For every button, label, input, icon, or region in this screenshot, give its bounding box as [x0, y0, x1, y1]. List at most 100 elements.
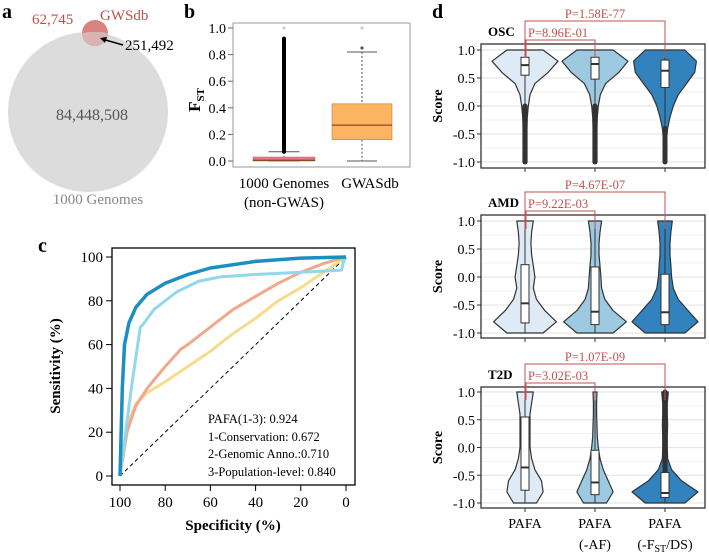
arrow-head: [100, 37, 107, 43]
bracket-short: [525, 39, 596, 58]
box: [590, 449, 600, 496]
bracket-long: [524, 191, 666, 229]
p-value-short: P=9.22E-03: [528, 197, 588, 211]
y-tick-label: 0.5: [458, 243, 476, 258]
x-tick-label: PAFA: [648, 517, 682, 532]
subplot-title: OSC: [488, 24, 515, 39]
box: [331, 103, 393, 141]
y-tick-label: 0.6: [209, 75, 227, 90]
legend-line-1: PAFA(1-3): 0.924: [208, 412, 298, 426]
venn-intersection: [82, 31, 108, 46]
venn-gwsdb-label: GWSdb: [100, 8, 148, 24]
p-value-short: P=8.96E-01: [528, 26, 588, 40]
roc-plot: Specificity (%) Sensitivity (%) PAFA(1-3…: [48, 247, 356, 534]
bracket-short: [525, 210, 596, 229]
y-tick-label: -0.5: [453, 128, 475, 143]
y-axis-label-main: F: [185, 102, 204, 112]
box: [660, 471, 670, 498]
y-tick-label: 0.2: [209, 128, 227, 143]
x-tick-label: 40: [248, 495, 263, 511]
box: [660, 273, 670, 326]
y-tick-label: 0.0: [458, 100, 476, 115]
y-tick-label: 0: [96, 469, 104, 485]
y-axis-label-sub: ST: [195, 87, 207, 101]
roc-curve-2: [118, 255, 347, 477]
x-tick-label: 0: [342, 495, 350, 511]
y-tick-label: 1.0: [458, 386, 476, 401]
panel-label-a: a: [2, 1, 12, 23]
plot-frame: [480, 214, 706, 339]
x-tick-label-line2: (-FST/DS): [637, 538, 693, 554]
legend-line-4: 3-Population-level: 0.840: [208, 465, 336, 479]
box: [590, 266, 600, 326]
y-tick-label: -0.5: [453, 299, 475, 314]
x-axis-label: Specificity (%): [185, 518, 280, 534]
plot-frame: [232, 22, 411, 168]
label-subscript: ST: [655, 544, 667, 554]
x-tick-label: PAFA: [578, 517, 612, 532]
x-tick-label: 60: [203, 495, 218, 511]
outlier-point: [360, 26, 364, 30]
venn-1000-genomes-label: 1000 Genomes: [53, 192, 144, 208]
venn-intersection-count: 251,492: [125, 38, 174, 54]
label-part: /DS): [666, 538, 693, 553]
p-value-long: P=4.67E-07: [565, 178, 625, 192]
label-part: (-F: [637, 538, 654, 553]
plot-frame: [111, 247, 356, 486]
bracket-long: [524, 363, 666, 400]
bracket-short: [525, 382, 596, 400]
x-tick-label-line2: (non-GWAS): [244, 195, 324, 211]
x-tick-label-line2: (-AF): [579, 538, 611, 553]
venn-diagram: 62,745 GWSdb 251,492 84,448,508 1000 Gen…: [8, 8, 174, 208]
x-tick-label: 1000 Genomes: [239, 176, 330, 192]
y-tick-label: 0.4: [209, 102, 227, 117]
y-tick-label: 1.0: [458, 44, 476, 59]
y-tick-label: -1.0: [453, 327, 475, 342]
p-value-short: P=3.02E-03: [528, 369, 588, 383]
y-tick-label: -0.5: [453, 469, 475, 484]
box: [520, 56, 530, 76]
y-tick-label: 0.0: [458, 271, 476, 286]
y-axis-label: Sensitivity (%): [48, 318, 64, 413]
p-value-long: P=1.58E-77: [565, 7, 625, 21]
roc-curve-3: [118, 256, 348, 477]
venn-gwsdb-only-count: 62,745: [32, 12, 73, 28]
reference-diagonal: [119, 256, 347, 477]
subplot-title: AMD: [488, 195, 519, 210]
subplot-osc: -1.0 -0.5 0.0 0.5 1.0 Score OSC P=1.58E-77 P=8.9…: [431, 7, 706, 172]
panel-label-b: b: [184, 1, 195, 23]
box: [660, 59, 670, 89]
y-tick-label: 40: [88, 381, 103, 397]
panel-label-c: c: [38, 235, 47, 257]
subplot-t2d: -1.0 -0.5 0.0 0.5 1.0 Score T2D P=1.07E-09 P=3.0…: [431, 350, 706, 512]
y-axis-label: Score: [431, 431, 446, 464]
y-axis-label: Score: [431, 89, 446, 122]
y-tick-label: 0.5: [458, 72, 476, 87]
subplot-amd: -1.0 -0.5 0.0 0.5 1.0 Score AMD P=4.67E-07 P=9.2…: [431, 178, 706, 342]
legend-line-3: 2-Genomic Anno.:0.710: [208, 447, 329, 461]
plot-frame: [480, 386, 706, 509]
plot-frame: [480, 43, 706, 169]
y-axis-label: Score: [431, 260, 446, 293]
violin-plots: -1.0 -0.5 0.0 0.5 1.0 Score OSC P=1.58E-77 P=8.9…: [431, 7, 706, 554]
box: [252, 156, 316, 162]
y-tick-label: 1.0: [209, 22, 227, 37]
venn-1000-genomes-only-count: 84,448,508: [56, 107, 128, 124]
box: [590, 56, 600, 80]
legend-line-2: 1-Conservation: 0.672: [208, 430, 320, 444]
y-tick-label: 1.0: [458, 215, 476, 230]
bracket-long: [524, 20, 666, 58]
y-axis-label: FST: [185, 87, 207, 112]
x-tick-label: 100: [109, 495, 132, 511]
x-tick-label: PAFA: [508, 517, 542, 532]
y-tick-label: 60: [88, 338, 103, 354]
x-tick-label: GWASdb: [341, 176, 399, 192]
x-tick-label: 80: [158, 495, 173, 511]
roc-curve-4: [118, 255, 347, 477]
outlier-point: [360, 46, 364, 50]
y-tick-label: 20: [88, 425, 103, 441]
outlier-point: [282, 26, 286, 30]
y-tick-label: -1.0: [453, 156, 475, 171]
box: [520, 264, 530, 324]
